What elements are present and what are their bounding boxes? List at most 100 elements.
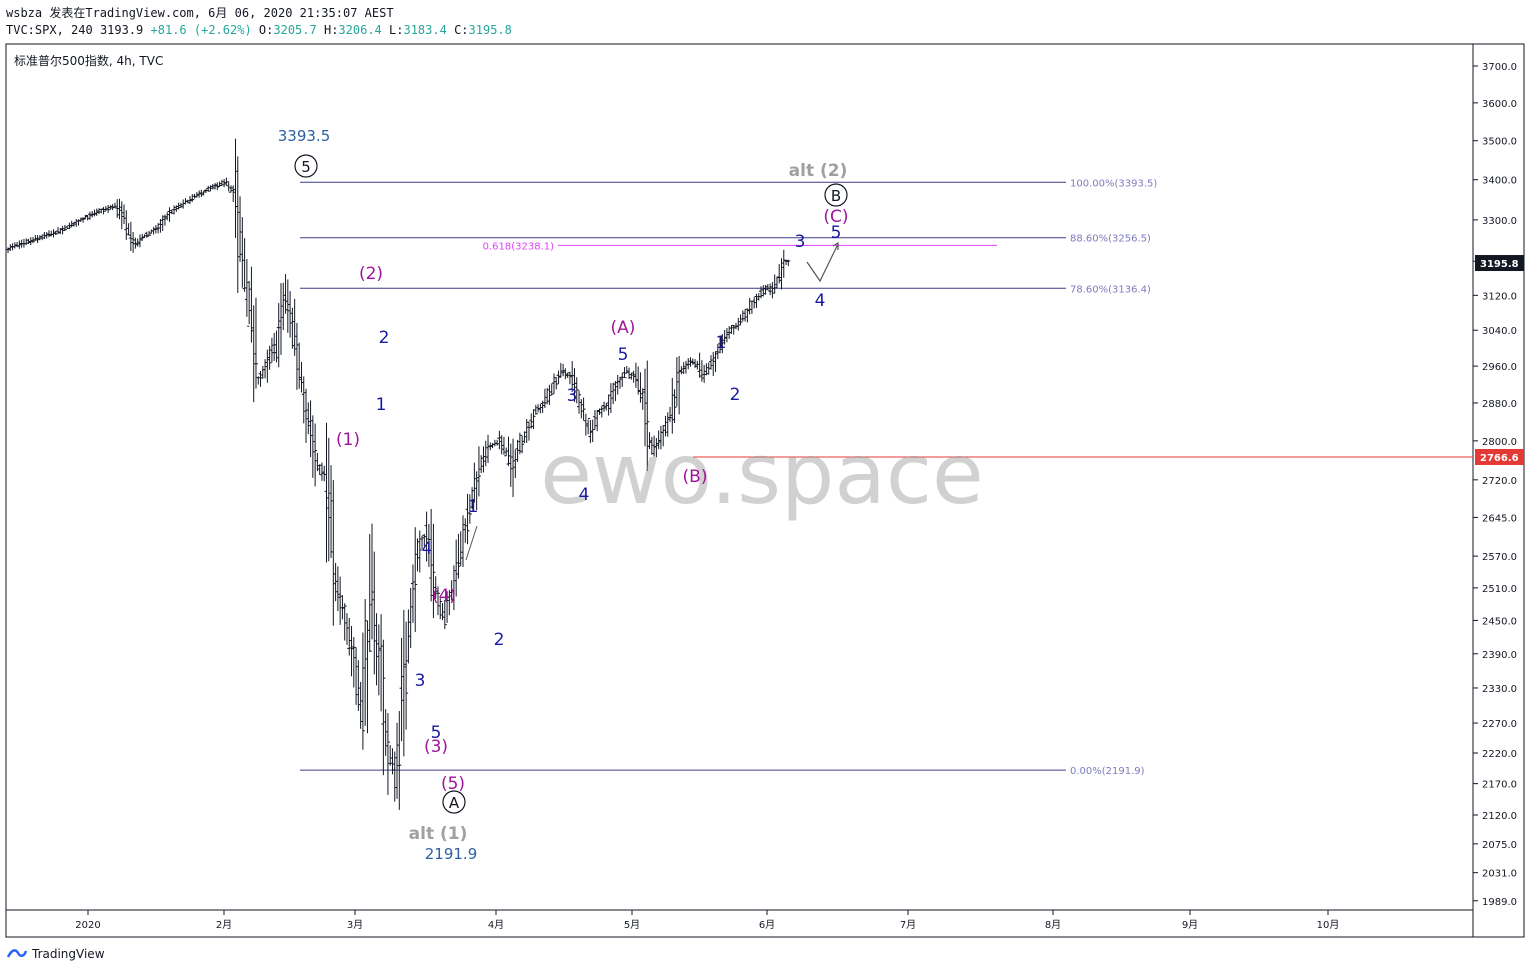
price-bar [513,449,518,479]
footer: TradingView [6,947,105,961]
price-axis[interactable]: 3700.03600.03500.03400.03300.03200.03120… [1473,62,1517,908]
price-bar [199,189,204,198]
price-bar [317,464,322,476]
price-bar [228,185,233,193]
price-bar [181,199,186,209]
price-bar [274,330,279,363]
price-bar [647,432,652,450]
price-tick-label: 2960.0 [1482,362,1517,373]
price-tick-label: 3500.0 [1482,137,1517,148]
time-tick-label: 2020 [75,920,100,931]
low-label: L: [389,23,404,37]
price-bar [210,183,215,190]
wave-label-intermediate: (3) [424,737,448,757]
price-bar [92,209,97,217]
wave-label-minor: 1 [468,497,479,517]
price-bar [686,358,691,370]
price-bar [522,431,527,444]
price-bar [338,576,343,625]
peak-value-label: 3393.5 [278,127,331,145]
price-bar [561,363,566,377]
fib-618-label: 0.618(3238.1) [483,241,555,252]
price-bar [763,285,768,295]
price-bar [124,210,129,240]
price-bar [344,613,349,645]
price-bar [404,621,409,730]
time-axis[interactable]: 2020 2月 3月 4月 5月 6月 7月 8月 9月 10月 [75,910,1339,931]
price-bar [133,237,138,249]
price-bar [383,709,388,756]
price-bar [313,423,318,487]
price-bar [122,204,127,225]
wave-label-minor: 4 [815,291,826,311]
price-bar [661,425,666,447]
time-tick-label: 2月 [216,919,232,931]
price-tick-label: 2220.0 [1482,749,1517,760]
price-bar [51,229,56,238]
price-bar [442,599,447,630]
price-tick-label: 2450.0 [1482,616,1517,627]
price-bar [731,324,736,335]
price-bar [363,599,368,726]
price-bar [385,713,390,795]
price-bar [306,402,311,435]
price-bar [643,368,647,447]
price-bar [693,359,698,368]
price-bar [395,722,400,799]
wave-label-minor: 2 [379,328,390,348]
price-bar [8,244,13,252]
price-bar [301,376,306,424]
time-tick-label: 8月 [1045,919,1061,931]
price-bar [6,247,10,254]
price-bar [508,443,513,487]
price-bar [654,437,659,458]
wave-circle [294,154,318,178]
price-bar [240,217,245,288]
wave1-connector [465,525,478,561]
price-bar [290,307,295,349]
price-bar [315,453,320,472]
price-bar [103,206,108,212]
price-tick-label: 2570.0 [1482,552,1517,563]
price-bar [372,551,377,675]
price-bar [131,231,136,253]
price-bar [37,235,42,241]
price-bar [727,326,732,339]
wave-circle [442,790,466,814]
price-bar [233,138,238,238]
change-value: +81.6 (+2.62%) [150,23,252,37]
high-label: H: [323,23,339,37]
price-bar [606,394,611,416]
fib-retracement[interactable]: 100.00%(3393.5) 88.60%(3256.5) 78.60%(3136… [300,178,1157,777]
price-bar [713,351,718,372]
tradingview-logo-icon [6,949,28,958]
symbol-label[interactable]: TVC:SPX, 240 [6,23,93,37]
price-bar [351,637,356,688]
time-tick-label: 3月 [347,919,363,931]
price-bar [435,586,440,616]
price-bar [711,351,716,377]
price-bar [579,398,584,419]
price-bar [297,342,302,389]
price-bar [137,234,142,248]
price-bar [85,215,90,221]
wave-label-circled: B [831,187,841,205]
price-bar [367,534,372,652]
wave-label-intermediate: (1) [336,430,360,450]
price-tick-label: 3700.0 [1482,62,1517,73]
chart-legend: 标准普尔500指数, 4h, TVC [14,53,163,68]
price-bar [74,219,79,227]
price-bar [547,384,552,405]
price-bar [486,434,491,463]
fib-level-label: 0.00%(2191.9) [1070,766,1145,777]
price-bar [358,681,363,729]
price-bar [292,298,297,356]
price-bar [461,515,465,567]
price-bar [263,359,268,379]
price-bar [81,217,86,223]
price-bar [706,362,711,375]
price-bar [697,352,702,378]
price-bar [426,523,431,567]
